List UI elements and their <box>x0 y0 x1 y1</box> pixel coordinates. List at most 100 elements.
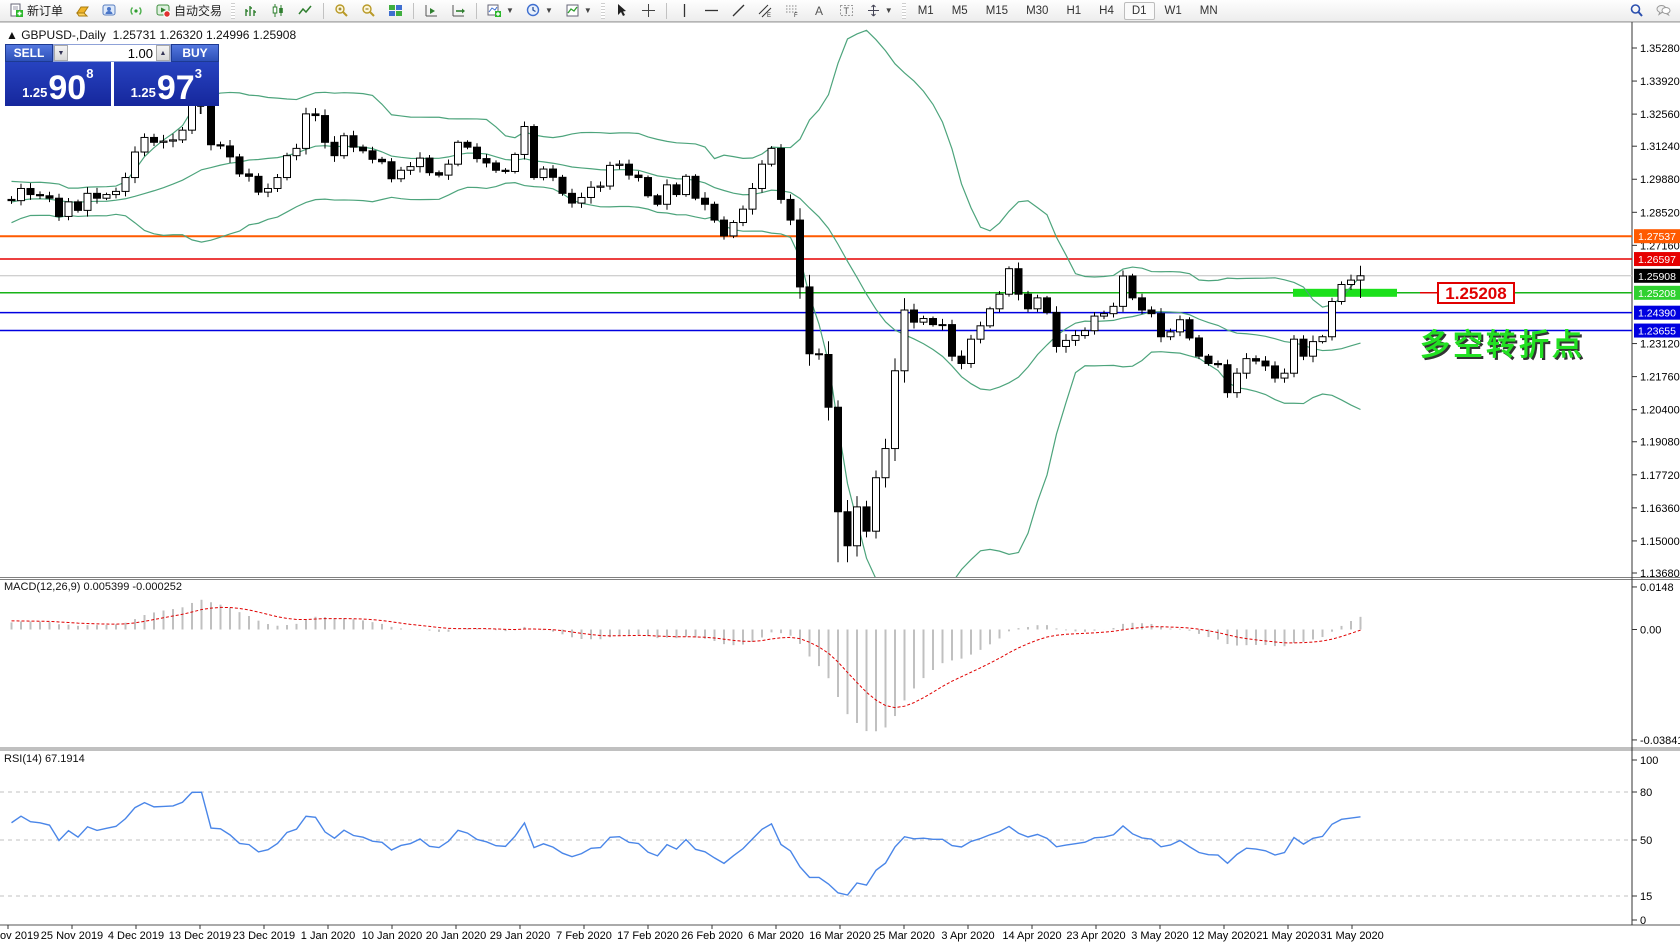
date-tick-label: 29 Jan 2020 <box>490 930 551 942</box>
tf-m1[interactable]: M1 <box>917 4 934 17</box>
text-tool-button[interactable]: A <box>807 1 832 21</box>
text-label-tool-button[interactable]: T <box>834 1 859 21</box>
macd-indicator <box>10 599 1362 732</box>
price-tag-1-25208[interactable]: 1.25208 <box>1437 281 1515 304</box>
t-text-marker[interactable]: T <box>197 103 205 117</box>
text-icon: A <box>812 3 827 18</box>
price-badge-label: 1.26597 <box>1638 254 1676 266</box>
tf-h4[interactable]: H4 <box>1099 4 1114 17</box>
date-tick-label: 23 Apr 2020 <box>1066 930 1125 942</box>
rsi-indicator <box>0 791 1632 897</box>
date-tick-label: 3 May 2020 <box>1131 930 1188 942</box>
svg-text:A: A <box>815 4 823 18</box>
bid-price[interactable]: 1.25 90 8 <box>5 62 111 106</box>
line-chart-button[interactable] <box>293 1 318 21</box>
macd-tick-label: 0.0148 <box>1640 582 1674 594</box>
profile-button[interactable] <box>97 1 122 21</box>
price-tick-label: 1.21760 <box>1640 372 1680 384</box>
price-badge <box>1634 268 1680 283</box>
chart-close: 1.25908 <box>252 28 297 42</box>
rsi-label: RSI(14) 67.1914 <box>4 753 85 765</box>
periods-dropdown-arrow[interactable]: ▼ <box>544 6 553 15</box>
zoom-in-button[interactable] <box>329 1 354 21</box>
main-toolbar: 新订单 自动交易 <box>0 0 1680 22</box>
signal-icon <box>129 3 144 18</box>
price-axis[interactable]: 1.35280 1.33920 1.32560 1.31240 1.29880 1.285… <box>1632 43 1680 927</box>
tf-w1[interactable]: W1 <box>1164 4 1182 17</box>
date-tick-label: 25 Mar 2020 <box>873 930 935 942</box>
templates-dropdown-arrow[interactable]: ▼ <box>583 6 592 15</box>
ask-sup-digit: 3 <box>194 66 202 81</box>
hline-tool-button[interactable] <box>699 1 724 21</box>
price-tick-label: 1.20400 <box>1640 405 1680 417</box>
templates-button[interactable]: ▼ <box>560 1 597 21</box>
indicators-button[interactable]: ▼ <box>482 1 519 21</box>
date-tick-label: 17 Feb 2020 <box>617 930 679 942</box>
date-tick-label: 25 Nov 2019 <box>41 930 103 942</box>
crosshair-icon <box>641 3 656 18</box>
signal-button[interactable] <box>124 1 149 21</box>
auto-scroll-icon <box>424 3 439 18</box>
ask-big-digits: 97 <box>156 69 195 108</box>
chat-button[interactable] <box>1651 1 1676 21</box>
tile-windows-button[interactable] <box>383 1 408 21</box>
buy-button[interactable]: BUY <box>171 44 219 62</box>
indicators-dropdown-arrow[interactable]: ▼ <box>506 6 514 15</box>
ask-small-digits: 1.25 <box>130 85 156 100</box>
candlestick-icon <box>271 3 286 18</box>
new-order-icon <box>9 3 24 18</box>
date-tick-label: 14 Apr 2020 <box>1002 930 1061 942</box>
cursor-icon <box>614 3 629 18</box>
auto-trading-button[interactable]: 自动交易 <box>151 1 227 21</box>
date-tick-label: 4 Dec 2019 <box>108 930 164 942</box>
chat-icon <box>1656 3 1671 18</box>
tf-m15[interactable]: M15 <box>985 4 1009 17</box>
ask-price[interactable]: 1.25 97 3 <box>113 62 219 108</box>
svg-text:F: F <box>794 13 798 18</box>
date-tick-label: 21 May 2020 <box>1256 930 1320 942</box>
date-tick-label: 16 Mar 2020 <box>809 930 871 942</box>
volume-input[interactable]: 1.00 <box>127 46 153 61</box>
volume-down-button[interactable]: ▼ <box>54 45 68 61</box>
date-tick-label: 12 May 2020 <box>1192 930 1256 942</box>
periods-button[interactable]: ▼ <box>521 1 558 21</box>
crosshair-button[interactable] <box>636 1 661 21</box>
tf-m30[interactable]: M30 <box>1026 4 1049 17</box>
price-badge <box>1634 229 1680 244</box>
cursor-button[interactable] <box>609 1 634 21</box>
bid-sup-digit: 8 <box>86 66 94 81</box>
price-tick-label: 1.17720 <box>1640 470 1680 482</box>
price-tick-label: 1.32560 <box>1640 109 1680 121</box>
auto-scroll-button[interactable] <box>419 1 444 21</box>
sell-button[interactable]: SELL <box>5 44 53 62</box>
trendline-tool-button[interactable] <box>726 1 751 21</box>
templates-icon <box>565 3 580 18</box>
fibonacci-tool-button[interactable]: F <box>780 1 805 21</box>
zoom-out-button[interactable] <box>356 1 381 21</box>
turning-point-annotation[interactable]: 多空转折点 <box>1420 329 1585 362</box>
vline-tool-button[interactable] <box>672 1 697 21</box>
arrows-dropdown-arrow[interactable]: ▼ <box>884 6 893 15</box>
channel-tool-button[interactable]: E <box>753 1 778 21</box>
new-order-label: 新订单 <box>27 4 64 18</box>
tf-m5[interactable]: M5 <box>951 4 968 17</box>
bar-chart-button[interactable] <box>239 1 264 21</box>
volume-up-button[interactable]: ▲ <box>156 45 170 61</box>
tf-mn[interactable]: MN <box>1199 4 1218 17</box>
svg-text:E: E <box>767 13 771 18</box>
tf-d1[interactable]: D1 <box>1123 1 1155 20</box>
macd-tick-label: 0.00 <box>1640 625 1661 637</box>
chart-shift-button[interactable] <box>446 1 471 21</box>
price-tick-label: 1.31240 <box>1640 141 1680 153</box>
pane-borders <box>0 21 1680 926</box>
new-order-button[interactable]: 新订单 <box>4 1 68 21</box>
arrows-tool-button[interactable]: ▼ <box>861 1 898 21</box>
candlestick-button[interactable] <box>266 1 291 21</box>
metaeditor-button[interactable] <box>70 1 95 21</box>
tf-h1[interactable]: H1 <box>1066 4 1082 17</box>
date-tick-label: 10 Jan 2020 <box>362 930 423 942</box>
search-button[interactable] <box>1624 1 1649 21</box>
